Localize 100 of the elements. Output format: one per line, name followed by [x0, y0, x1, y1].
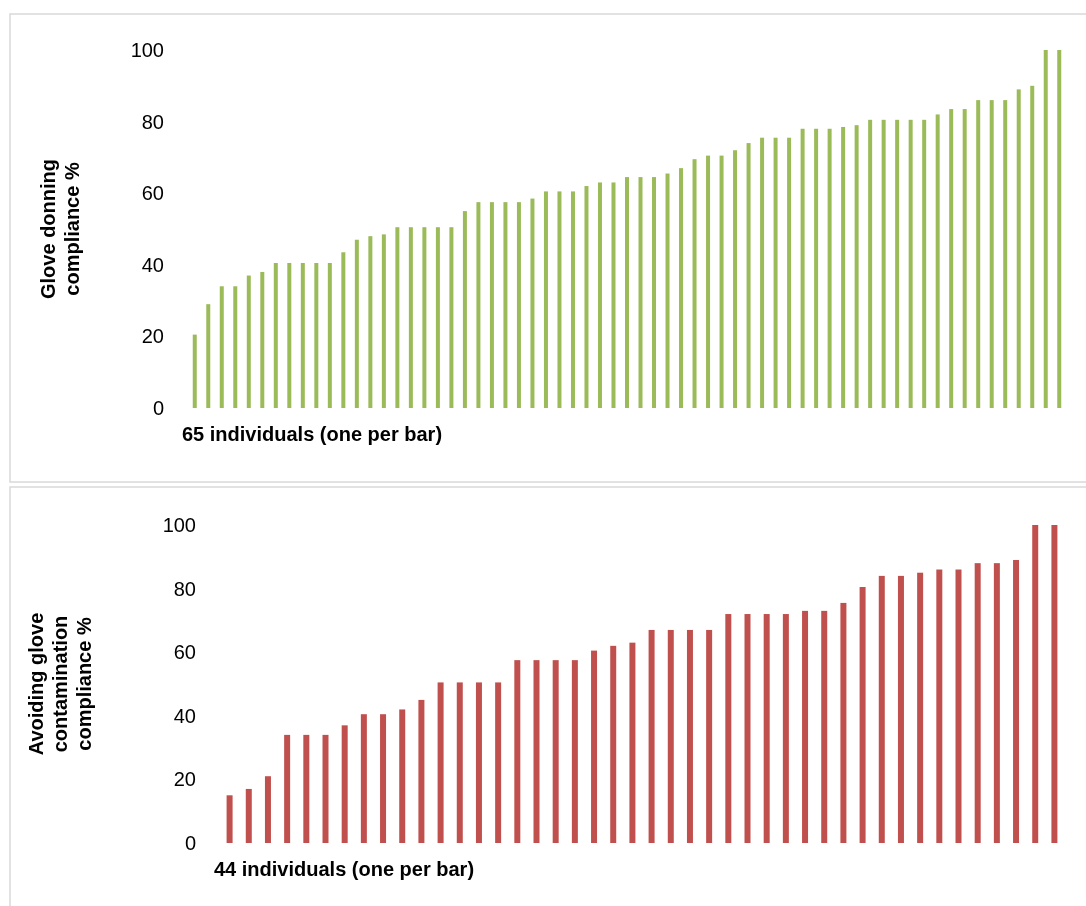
bar [1057, 50, 1062, 408]
bar [625, 177, 629, 408]
bar [381, 234, 386, 408]
x-axis-title: 65 individuals (one per bar) [182, 423, 443, 445]
y-tick-label: 100 [162, 514, 196, 536]
bar [245, 788, 252, 843]
bar [989, 100, 994, 408]
bar [667, 629, 674, 843]
bar [746, 143, 751, 408]
bar [380, 714, 387, 843]
y-axis-title: Avoiding glove contamination compliance % [25, 612, 95, 756]
bar [462, 211, 467, 408]
bar [878, 575, 885, 843]
bar [787, 137, 792, 408]
bar [1030, 85, 1035, 408]
bar [437, 682, 444, 843]
bar [854, 125, 859, 408]
bar [475, 682, 482, 843]
bar [597, 182, 602, 408]
y-tick-label: 0 [184, 832, 196, 854]
y-tick-label: 80 [173, 577, 196, 600]
bar [802, 610, 809, 843]
bar [516, 202, 521, 408]
bar [557, 191, 562, 408]
bar [733, 150, 738, 408]
bar [897, 575, 904, 843]
bar [922, 119, 927, 408]
bar [949, 109, 954, 408]
bar [706, 629, 713, 843]
bar [936, 569, 943, 843]
bar [264, 776, 271, 843]
bar [503, 202, 508, 408]
bar [935, 114, 940, 408]
bar [584, 186, 589, 408]
bar [868, 119, 873, 408]
y-tick-label: 60 [141, 182, 164, 205]
bar [360, 714, 367, 843]
bar [552, 660, 559, 843]
bar [246, 275, 251, 408]
bar [314, 263, 319, 408]
bar [881, 119, 886, 408]
bar [530, 198, 535, 408]
y-tick-label: 0 [152, 397, 164, 419]
bar [665, 173, 670, 408]
bar [841, 126, 846, 408]
bar [422, 227, 427, 408]
bar [744, 614, 751, 843]
bar [495, 682, 502, 843]
bar [993, 563, 1000, 843]
bar [638, 177, 643, 408]
bar [449, 227, 454, 408]
bar [974, 563, 981, 843]
bar [962, 109, 967, 408]
bar [686, 629, 693, 843]
bar [571, 660, 578, 843]
bar [908, 119, 913, 408]
y-tick-label: 100 [130, 39, 164, 61]
bar [341, 252, 346, 408]
bar [629, 642, 636, 843]
bar [399, 709, 406, 843]
y-tick-label: 40 [141, 253, 164, 276]
bar [368, 236, 373, 408]
bar [1051, 525, 1058, 843]
bar [322, 734, 329, 843]
bar [408, 227, 413, 408]
bar [611, 182, 616, 408]
bar [814, 128, 819, 408]
bar [1003, 100, 1008, 408]
bar [418, 699, 425, 843]
bar [763, 614, 770, 843]
bar [1043, 50, 1048, 408]
bar [821, 610, 828, 843]
y-tick-label: 20 [173, 768, 196, 791]
bar [895, 119, 900, 408]
bar [692, 159, 697, 408]
bar [303, 734, 310, 843]
bar [760, 137, 765, 408]
y-tick-label: 40 [173, 704, 196, 727]
bar [570, 191, 575, 408]
bar [456, 682, 463, 843]
bar [827, 128, 832, 408]
bar [435, 227, 440, 408]
x-axis-title: 44 individuals (one per bar) [214, 858, 475, 880]
bar [976, 100, 981, 408]
bar [1032, 525, 1039, 843]
bar [341, 725, 348, 843]
bar [233, 286, 238, 408]
bar [840, 602, 847, 843]
bar [395, 227, 400, 408]
bar [327, 263, 332, 408]
y-axis-title: Glove donning compliance % [37, 159, 83, 299]
bar [533, 660, 540, 843]
bar [1013, 559, 1020, 843]
bar [773, 137, 778, 408]
bar [543, 191, 548, 408]
bar [955, 569, 962, 843]
bar [800, 128, 805, 408]
bar [260, 271, 265, 408]
bar [782, 614, 789, 843]
bar [489, 202, 494, 408]
